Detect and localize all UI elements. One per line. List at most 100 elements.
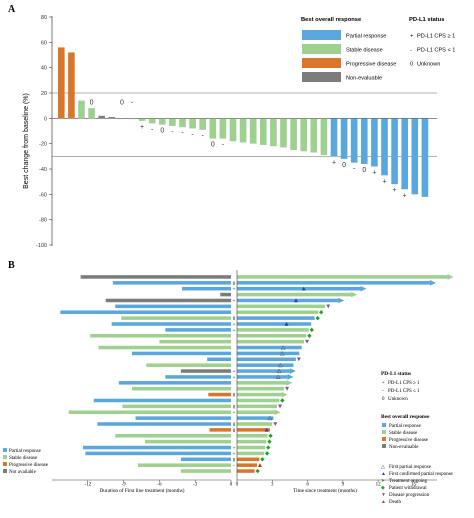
legend-swatch-nonevaluable (302, 72, 341, 82)
panel-b-pdl1-symbol: 0 (233, 405, 236, 410)
panel-a-letter: A (8, 4, 16, 15)
legend-pdl1-title: PD-L1 status (409, 17, 444, 23)
panel-b-ongoing-arrow (289, 368, 296, 374)
legend-b2-swatch-stable (382, 430, 386, 434)
legend-b-event-label-confirmed-pr: First confirmed partial response (389, 472, 454, 477)
legend-b2-swatch-nonevaluable (382, 444, 386, 448)
panel-a-bar (189, 118, 196, 129)
panel-b-ongoing-arrow (447, 274, 454, 280)
panel-a-bar (128, 118, 136, 120)
legend-label-partial: Partial response (346, 34, 386, 40)
panel-b-right-bar (237, 286, 361, 291)
panel-b-left-bar (80, 275, 231, 279)
panel-b-left-legend: Partial response Stable disease Progress… (3, 448, 49, 475)
panel-b-event-marker-wd (309, 327, 314, 333)
panel-b-pdl1-symbol: 0 (233, 317, 236, 322)
legend-b-event-label-ongoing: Treatment ongoing (389, 479, 428, 484)
panel-b-right-bar (237, 363, 294, 367)
panel-b-left-bar (137, 463, 231, 467)
panel-b-event-marker-wd (255, 468, 260, 474)
panel-b-left-bar (209, 428, 231, 432)
panel-b-left-bar (85, 451, 231, 456)
panel-b-pdl1-symbol: + (233, 323, 236, 328)
panel-a-bar (350, 118, 358, 163)
legend-b-event-label-progression: Disease progression (389, 493, 430, 498)
panel-b-left-bar (105, 298, 231, 303)
panel-b-xlabel-left: Duration of First line treatment (months… (100, 487, 185, 494)
panel-a-bar (381, 118, 388, 176)
panel-a-bar (330, 118, 338, 157)
panel-b-right-bar (237, 404, 277, 409)
panel-b-pdl1-symbol: + (233, 299, 236, 304)
panel-b-pdl1-symbol: 0 (233, 282, 236, 287)
panel-b-ongoing-arrow (360, 285, 367, 292)
panel-a-bar (421, 118, 429, 197)
panel-b-left-bar (131, 386, 231, 391)
panel-b-left-bar (68, 410, 231, 414)
panel-a-bar (340, 118, 348, 159)
panel-b-left-bar (118, 381, 231, 385)
panel-b-left-bar (83, 445, 231, 450)
panel-a-bar (159, 118, 166, 125)
panel-b-event-marker-prog (305, 339, 310, 344)
panel-b-left-bar (145, 439, 231, 444)
panel-b-left-bar (207, 357, 231, 362)
panel-b-right-bar (237, 439, 267, 444)
legend-b-pdl1-label-minus: PD-L1 CPS ≤ 1 (388, 389, 420, 394)
panel-b-left-bar (208, 392, 231, 397)
panel-a-ytick-label: -100 (36, 243, 47, 249)
legend-pdl1-label-unknown: Unknown (417, 62, 440, 68)
legend-b-label-stable: Stable disease (9, 456, 38, 461)
panel-a-bar (411, 118, 419, 195)
panel-a-bar (249, 118, 257, 144)
panel-b-right-bar (237, 351, 300, 356)
panel-a-pdl1-symbol: - (202, 133, 205, 140)
panel-b-right-bar (237, 310, 319, 314)
panel-b-right-bar (237, 451, 265, 456)
panel-a-pdl1-symbol: + (332, 159, 336, 166)
panel-b-event-marker-wd (264, 451, 270, 456)
panel-a-pdl1-symbol: - (151, 126, 154, 133)
panel-b-event-marker-pr (276, 368, 282, 374)
panel-b-event-marker-wd (266, 445, 271, 450)
panel-a-bar (391, 118, 398, 185)
panel-a-bar (68, 52, 75, 119)
panel-a-bar (401, 118, 408, 190)
legend-pdl1-sym-unknown: 0 (410, 62, 413, 68)
panel-b-left-bar (112, 281, 231, 285)
panel-b-right-bar (237, 410, 275, 414)
panel-a-ytick-label: 60 (41, 40, 47, 46)
panel-a-bar (320, 118, 328, 156)
panel-b-left-bar (182, 286, 231, 291)
panel-b-right-bar (237, 469, 255, 473)
legend-b-event-sym-first-pr: △ (381, 464, 385, 470)
panel-b-right-bar (237, 445, 266, 450)
legend-b-pdl1-label-unknown: Unknown (388, 397, 408, 402)
panel-b-left-bar (90, 334, 231, 338)
panel-b-event-marker-pr (280, 344, 286, 350)
panel-b-right-tick-label: 12 (376, 483, 382, 488)
panel-a-bar (361, 118, 368, 164)
panel-a-pdl1-symbol: - (191, 131, 194, 138)
panel-b-left-bar (60, 310, 231, 314)
legend-swatch-stable (302, 44, 341, 54)
legend-b2-label-stable: Stable disease (389, 431, 418, 436)
legend-b-event-sym-ongoing: ➤ (381, 478, 385, 484)
panel-b-ongoing-arrow (274, 409, 281, 415)
legend-b-pdl1-label-plus: PD-L1 CPS ≥ 1 (388, 381, 420, 386)
panel-b-event-marker-cpr (293, 298, 298, 303)
panel-b-event-marker-wd (267, 439, 272, 444)
panel-b-pdl1-symbol: + (233, 370, 236, 375)
panel-b-event-marker-prog (273, 422, 278, 426)
panel-a-bar (58, 47, 65, 119)
panel-a-ytick-label: -40 (39, 167, 47, 173)
panel-a-bar (138, 118, 146, 121)
legend-b-pdl1-title: PD-L1 status (381, 371, 411, 377)
panel-b-right-bar (237, 275, 448, 279)
panel-a-pdl1-symbol: - (181, 130, 184, 137)
panel-b-event-marker-wd (318, 310, 324, 315)
panel-b-pdl1-symbol: + (233, 329, 236, 334)
panel-b-pdl1-symbol: + (233, 411, 236, 416)
legend-b-pdl1-sym-minus: - (382, 389, 384, 394)
legend-b2-swatch-progressive (382, 437, 386, 441)
